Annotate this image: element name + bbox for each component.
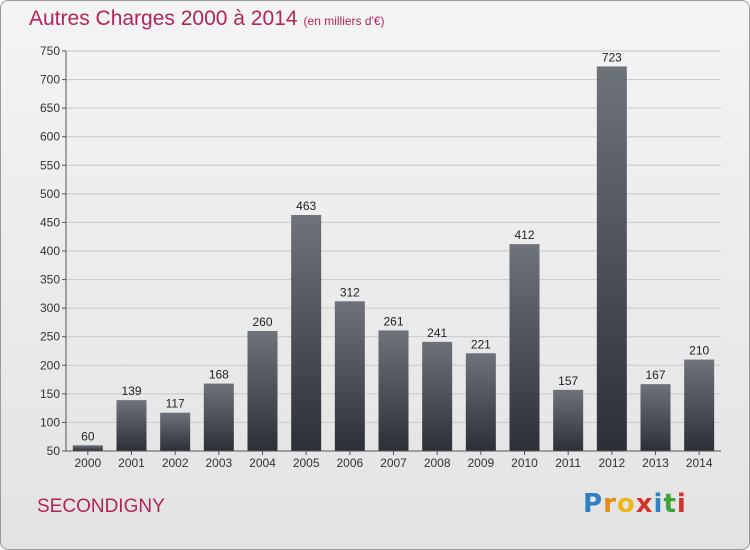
bar-2001 (116, 400, 147, 451)
y-tick-label: 650 (40, 101, 60, 115)
data-label-2001: 139 (121, 384, 141, 398)
x-tick-label: 2000 (74, 456, 101, 470)
data-label-2002: 117 (166, 397, 185, 411)
logo-letter: i (676, 489, 687, 519)
bar-2013 (640, 384, 671, 451)
data-label-2007: 261 (383, 314, 403, 328)
data-label-2012: 723 (602, 50, 622, 64)
bar-2005 (291, 215, 322, 451)
logo-letter: x (635, 489, 654, 519)
x-tick-label: 2008 (424, 456, 451, 470)
y-tick-label: 750 (40, 44, 60, 58)
data-label-2005: 463 (296, 199, 316, 213)
y-tick-label: 100 (40, 415, 60, 429)
y-tick-label: 550 (40, 158, 60, 172)
y-tick-label: 400 (40, 244, 60, 258)
data-label-2010: 412 (514, 228, 534, 242)
logo-letter: t (663, 489, 677, 519)
bar-2011 (553, 389, 584, 451)
x-tick-label: 2005 (293, 456, 320, 470)
bar-2008 (422, 341, 453, 451)
y-tick-label: 600 (40, 130, 60, 144)
bar-2000 (72, 445, 103, 451)
y-tick-label: 200 (40, 358, 60, 372)
chart-subtitle: (en milliers d'€) (303, 14, 385, 28)
logo-letter: o (616, 489, 636, 519)
bar-2002 (160, 412, 191, 451)
labels: 50 100 150 200 250 300 350 400 450 500 550 600 650 70… (40, 44, 713, 470)
data-label-2006: 312 (340, 285, 360, 299)
logo-letter: i (653, 489, 664, 519)
proxiti-logo: Proxiti (583, 489, 687, 519)
y-tick-label: 300 (40, 301, 60, 315)
x-tick-label: 2010 (511, 456, 538, 470)
axes (62, 50, 721, 455)
x-tick-label: 2011 (555, 456, 581, 470)
data-label-2008: 241 (427, 326, 447, 340)
data-label-2013: 167 (645, 368, 665, 382)
chart-title-text: Autres Charges 2000 à 2014 (29, 7, 298, 30)
bars (72, 66, 715, 451)
x-tick-label: 2012 (598, 456, 625, 470)
y-tick-label: 450 (40, 215, 60, 229)
x-tick-label: 2004 (249, 456, 276, 470)
bar-2009 (465, 353, 496, 451)
x-tick-label: 2006 (336, 456, 363, 470)
x-tick-label: 2014 (686, 456, 713, 470)
x-tick-label: 2001 (118, 456, 145, 470)
y-tick-label: 700 (40, 73, 60, 87)
x-tick-label: 2013 (642, 456, 669, 470)
bar-2003 (203, 383, 234, 451)
bar-2007 (378, 330, 409, 451)
x-tick-label: 2003 (205, 456, 232, 470)
commune-name: SECONDIGNY (37, 496, 165, 517)
bar-2014 (684, 359, 715, 451)
y-tick-label: 50 (47, 444, 61, 458)
y-tick-label: 250 (40, 330, 60, 344)
data-label-2003: 168 (209, 368, 229, 382)
logo-letter: P (583, 489, 604, 519)
logo-letter: r (603, 489, 617, 519)
bar-2012 (596, 66, 627, 451)
bar-2004 (247, 331, 278, 451)
y-tick-label: 150 (40, 387, 60, 401)
x-tick-label: 2007 (380, 456, 407, 470)
data-label-2009: 221 (471, 337, 491, 351)
data-label-2004: 260 (252, 315, 272, 329)
y-tick-label: 500 (40, 187, 60, 201)
bar-2006 (334, 301, 365, 451)
data-label-2014: 210 (689, 344, 709, 358)
data-label-2011: 157 (558, 374, 578, 388)
bar-2010 (509, 244, 540, 451)
y-tick-label: 350 (40, 273, 60, 287)
data-label-2000: 60 (81, 429, 95, 443)
x-tick-label: 2009 (467, 456, 494, 470)
chart-title: Autres Charges 2000 à 2014 (en milliers d… (29, 7, 385, 31)
x-tick-label: 2002 (162, 456, 189, 470)
